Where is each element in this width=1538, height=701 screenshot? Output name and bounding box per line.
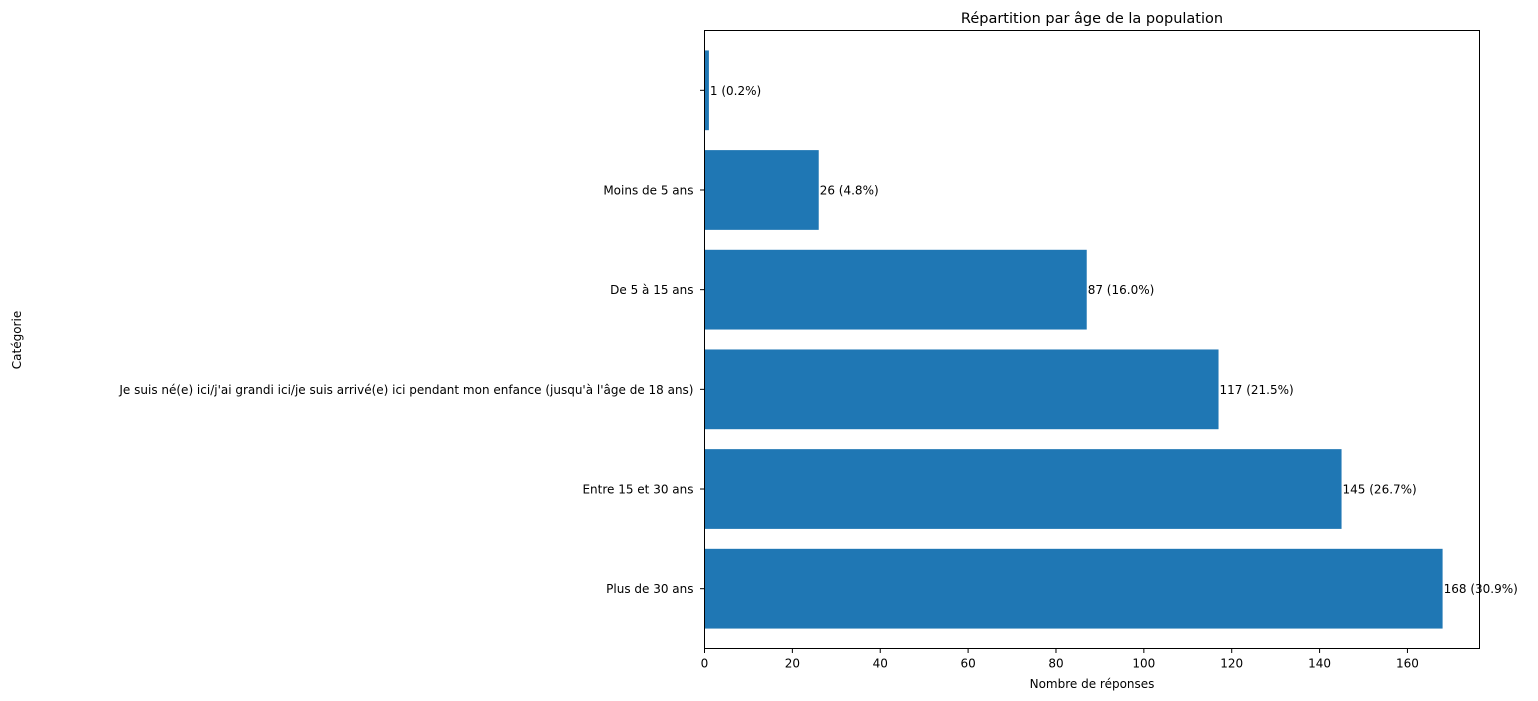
y-axis: Plus de 30 ans Entre 15 et 30 ans Je suis … [118, 89, 705, 596]
bar [704, 150, 819, 230]
y-tick-label: De 5 à 15 ans [610, 283, 693, 297]
plot-frame [704, 30, 1480, 649]
y-tick-label: Plus de 30 ans [606, 582, 693, 596]
y-tick-label: Je suis né(e) ici/j'ai grandi ici/je sui… [118, 383, 693, 397]
x-tick-label: 0 [701, 657, 709, 671]
bar-value-label: 145 (26.7%) [1343, 483, 1417, 497]
chart-title: Répartition par âge de la population [961, 11, 1223, 27]
x-tick-label: 60 [960, 657, 975, 671]
x-axis-label: Nombre de réponses [1030, 677, 1155, 691]
x-tick-label: 120 [1220, 657, 1243, 671]
bar [704, 249, 1087, 330]
x-axis: 0 20 40 60 80 100 120 140 160 [701, 648, 1419, 671]
y-tick-label: Entre 15 et 30 ans [582, 483, 693, 497]
x-tick-label: 140 [1308, 657, 1331, 671]
bar [704, 349, 1219, 430]
bar-value-label: 168 (30.9%) [1444, 582, 1518, 596]
y-tick-label: Moins de 5 ans [603, 183, 693, 197]
x-tick-label: 80 [1048, 657, 1063, 671]
bar [704, 449, 1342, 529]
bar [704, 50, 709, 131]
bar-value-label: 26 (4.8%) [820, 183, 879, 197]
bar-value-label: 1 (0.2%) [710, 84, 761, 98]
x-tick-label: 20 [785, 657, 800, 671]
x-tick-label: 100 [1132, 657, 1155, 671]
bar-value-label: 87 (16.0%) [1088, 283, 1155, 297]
y-axis-label: Catégorie [10, 311, 24, 369]
bar-value-label: 117 (21.5%) [1220, 383, 1294, 397]
x-tick-label: 40 [873, 657, 888, 671]
bars-group: 168 (30.9%) 145 (26.7%) 117 (21.5%) 87 (16.… [704, 50, 1518, 629]
x-tick-label: 160 [1396, 657, 1419, 671]
bar [704, 548, 1443, 629]
